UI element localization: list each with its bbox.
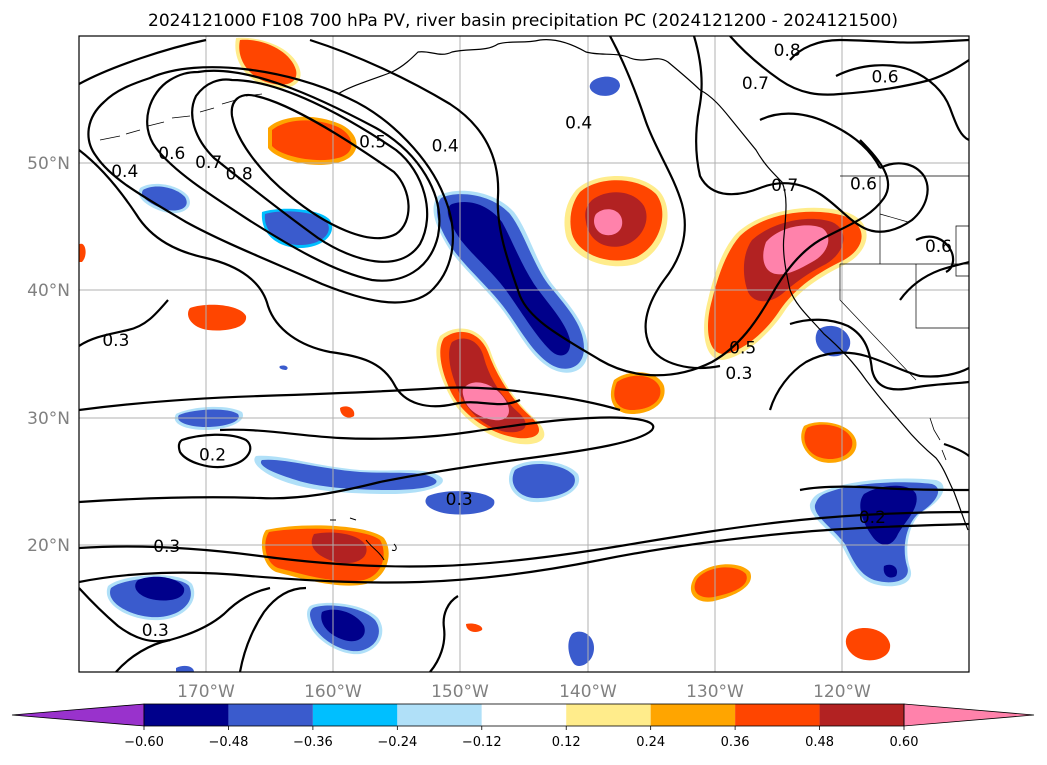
positive-anomaly-small-1 <box>610 372 665 414</box>
colorbar-segment <box>735 704 820 726</box>
pv-contour-label: 0.4 <box>565 113 592 133</box>
pv-contour-label: 0.6 <box>925 237 952 257</box>
colorbar-tick-label: 0.24 <box>636 735 665 750</box>
colorbar-extend-low <box>11 703 145 727</box>
colorbar-segment <box>312 704 398 726</box>
map-frame <box>78 35 970 673</box>
pv-contour-label: 0.3 <box>446 490 473 510</box>
lon-label-170w: 170°W <box>177 682 235 702</box>
lat-label-40: 40°N <box>27 281 70 301</box>
map-title: 2024121000 F108 700 hPa PV, river basin … <box>148 11 898 31</box>
colorbar-segment <box>566 704 651 726</box>
colorbar-segment <box>397 704 482 726</box>
pv-contour-label: 0.7 <box>195 153 222 173</box>
positive-anomaly-small-3 <box>801 422 857 463</box>
pv-contour-label: 0.8 <box>774 41 801 61</box>
negative-anomaly-southwest <box>106 76 851 672</box>
colorbar-tick-label: 0.12 <box>552 735 581 750</box>
colorbar-segment <box>144 704 229 726</box>
lon-label-140w: 140°W <box>559 682 617 702</box>
colorbar-tick-label: 0.48 <box>805 735 834 750</box>
lat-axis-labels: 50°N 40°N 30°N 20°N <box>27 154 70 556</box>
positive-anomaly-subtropical <box>436 328 545 445</box>
negative-anomaly-southeast <box>809 478 944 587</box>
graticule <box>79 36 969 672</box>
colorbar-tick-label: −0.12 <box>462 735 502 750</box>
lon-axis-labels: 170°W 160°W 150°W 140°W 130°W 120°W <box>177 682 871 702</box>
pv-contour-label: 0.6 <box>158 144 185 164</box>
positive-anomaly-small-4 <box>690 564 752 602</box>
colorbar-extend-high <box>903 703 1035 727</box>
pv-contours <box>79 36 969 672</box>
lon-label-130w: 130°W <box>686 682 744 702</box>
lat-label-50: 50°N <box>27 154 70 174</box>
pv-contour-label: 0.7 <box>771 176 798 196</box>
pv-contour-label: 0.5 <box>729 339 756 359</box>
colorbar-segment <box>228 704 313 726</box>
pv-contour-label: 0.8 <box>226 164 253 184</box>
pv-contour-label: 0.3 <box>102 331 129 351</box>
positive-anomaly-us-west-coast <box>704 207 867 360</box>
pv-contour-label: 0.4 <box>111 162 138 182</box>
positive-anomaly-hawaii <box>261 525 389 586</box>
colorbar-segment <box>650 704 736 726</box>
pv-contour-label: 0.4 <box>432 136 459 156</box>
positive-anomaly-north-pacific <box>564 176 668 267</box>
colorbar-tick-label: −0.60 <box>124 735 164 750</box>
colorbar-tick-label: −0.24 <box>377 735 417 750</box>
pv-contour-label: 0.7 <box>742 74 769 94</box>
pv-contour-label: 0.6 <box>850 175 877 195</box>
colorbar-tick-label: −0.36 <box>293 735 333 750</box>
lon-label-160w: 160°W <box>304 682 362 702</box>
positive-anomaly-small-5 <box>79 243 891 661</box>
positive-anomaly-small-2 <box>188 304 247 331</box>
pv-contour-label: 0.6 <box>872 68 899 88</box>
colorbar-tick-label: 0.60 <box>890 735 919 750</box>
pv-contour-label: 0.3 <box>725 364 752 384</box>
coastlines <box>99 39 969 561</box>
pv-contour-labels: 0.80.7 0.60.40.5 0.40.6 0.70.80.40.7 0.60.60… <box>102 41 952 641</box>
pv-contour-label: 0.5 <box>359 133 386 153</box>
pv-contour-label: 0.2 <box>199 445 226 465</box>
colorbar-segment <box>819 704 904 726</box>
lat-label-30: 30°N <box>27 409 70 429</box>
map-background <box>79 36 969 672</box>
lon-label-120w: 120°W <box>813 682 871 702</box>
map-area: 0.80.7 0.60.40.5 0.40.6 0.70.80.40.7 0.60.60… <box>79 36 969 672</box>
pv-contour-label: 0.2 <box>859 508 886 528</box>
colorbar-frame <box>143 703 905 727</box>
colorbar-segment <box>481 704 567 726</box>
pv-contour-label: 0.3 <box>142 621 169 641</box>
pv-contour-label: 0.3 <box>153 537 180 557</box>
colorbar-tick-label: 0.36 <box>721 735 750 750</box>
colorbar: −0.60 −0.48 −0.36 −0.24 −0.12 0.12 0.24 0.36 0.4… <box>11 703 1035 750</box>
lat-label-20: 20°N <box>27 536 70 556</box>
precip-anomaly-fills <box>79 37 944 672</box>
lon-label-150w: 150°W <box>431 682 489 702</box>
colorbar-tick-label: −0.48 <box>209 735 249 750</box>
